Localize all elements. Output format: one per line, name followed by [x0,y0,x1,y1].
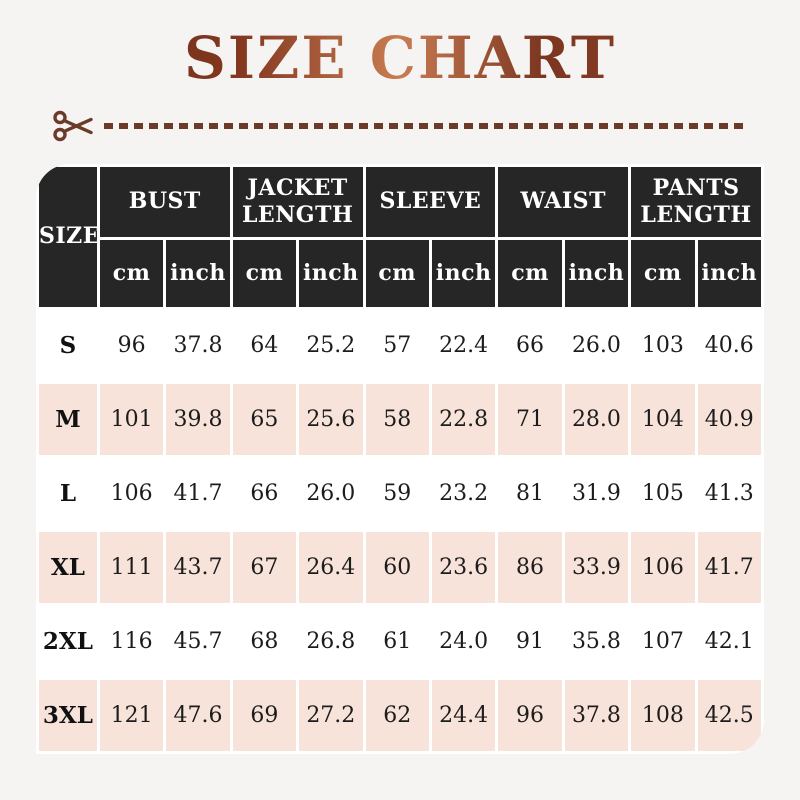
measurement-cell: 96 [495,677,565,754]
measurement-cell: 40.6 [694,307,764,384]
scissors-icon [52,108,98,144]
measurement-cell: 33.9 [561,529,632,606]
measurement-cell: 41.7 [694,529,764,606]
row-size-label: L [36,455,100,532]
bust-column-header: BUST [96,164,233,240]
measurement-cell: 58 [362,381,432,458]
measurement-cell: 59 [362,455,432,532]
measurement-cell: 101 [96,381,167,458]
measurement-cell: 39.8 [163,381,233,458]
unit-header-cm: cm [229,237,300,310]
waist-column-header: WAIST [495,164,632,240]
measurement-cell: 24.4 [428,677,499,754]
jacket-length-column-header: JACKET LENGTH [229,164,366,240]
measurement-cell: 106 [628,529,698,606]
measurement-cell: 105 [628,455,698,532]
measurement-cell: 40.9 [694,381,764,458]
unit-header-inch: inch [296,237,366,310]
measurement-cell: 37.8 [163,307,233,384]
header-units-row: cm inch cm inch cm inch cm inch cm inch [38,237,764,310]
size-table-grid: SIZE BUST JACKET LENGTH SLEEVE WAIST PAN… [36,164,764,754]
unit-header-inch: inch [428,237,499,310]
pants-length-column-header: PANTS LENGTH [628,164,764,240]
measurement-cell: 62 [362,677,432,754]
header-group-row: SIZE BUST JACKET LENGTH SLEEVE WAIST PAN… [36,164,764,310]
measurement-cell: 104 [628,381,698,458]
row-size-label: 3XL [36,677,100,754]
measurement-cell: 64 [229,307,300,384]
row-size-label: S [36,307,100,384]
row-size-label: 2XL [36,603,100,680]
measurement-cell: 86 [495,529,565,606]
measurement-cell: 108 [628,677,698,754]
measurement-cell: 57 [362,307,432,384]
unit-header-cm: cm [96,237,167,310]
unit-header-cm: cm [495,237,565,310]
measurement-cell: 121 [96,677,167,754]
measurement-cell: 41.3 [694,455,764,532]
measurement-cell: 26.0 [561,307,632,384]
measurement-cell: 111 [96,529,167,606]
unit-header-inch: inch [163,237,233,310]
table-row: S 96 37.8 64 25.2 57 22.4 66 26.0 103 40.6 [36,307,764,384]
measurement-cell: 26.8 [296,603,366,680]
unit-header-inch: inch [694,237,764,310]
table-header: SIZE BUST JACKET LENGTH SLEEVE WAIST PAN… [36,164,764,310]
measurement-cell: 106 [96,455,167,532]
measurement-cell: 26.4 [296,529,366,606]
measurement-cell: 68 [229,603,300,680]
measurement-cell: 47.6 [163,677,233,754]
measurement-cell: 42.1 [694,603,764,680]
measurement-cell: 71 [495,381,565,458]
measurement-cell: 81 [495,455,565,532]
measurement-cell: 45.7 [163,603,233,680]
measurement-cell: 24.0 [428,603,499,680]
size-column-header: SIZE [36,164,100,310]
measurement-cell: 65 [229,381,300,458]
measurement-cell: 25.2 [296,307,366,384]
table-row: XL 111 43.7 67 26.4 60 23.6 86 33.9 106 41.7 [36,529,764,606]
page-title: SIZE CHART [0,0,800,92]
measurement-cell: 96 [96,307,167,384]
measurement-cell: 43.7 [163,529,233,606]
table-row: L 106 41.7 66 26.0 59 23.2 81 31.9 105 41.3 [36,455,764,532]
row-size-label: XL [36,529,100,606]
table-row: M 101 39.8 65 25.6 58 22.8 71 28.0 104 40.9 [36,381,764,458]
unit-header-cm: cm [628,237,698,310]
measurement-cell: 27.2 [296,677,366,754]
measurement-cell: 37.8 [561,677,632,754]
size-table: SIZE BUST JACKET LENGTH SLEEVE WAIST PAN… [36,164,764,754]
measurement-cell: 66 [229,455,300,532]
measurement-cell: 31.9 [561,455,632,532]
measurement-cell: 42.5 [694,677,764,754]
measurement-cell: 26.0 [296,455,366,532]
measurement-cell: 28.0 [561,381,632,458]
measurement-cell: 67 [229,529,300,606]
dashed-cut-line [104,123,748,129]
cut-divider [52,106,748,146]
unit-header-inch: inch [561,237,632,310]
measurement-cell: 66 [495,307,565,384]
measurement-cell: 107 [628,603,698,680]
measurement-cell: 61 [362,603,432,680]
measurement-cell: 116 [96,603,167,680]
measurement-cell: 103 [628,307,698,384]
measurement-cell: 22.8 [428,381,499,458]
size-table-body: S 96 37.8 64 25.2 57 22.4 66 26.0 103 40.6 M 101 39.8… [36,307,764,754]
measurement-cell: 41.7 [163,455,233,532]
table-row: 2XL 116 45.7 68 26.8 61 24.0 91 35.8 107 42.1 [36,603,764,680]
table-row: 3XL 121 47.6 69 27.2 62 24.4 96 37.8 108 42.5 [36,677,764,754]
sleeve-column-header: SLEEVE [362,164,499,240]
measurement-cell: 25.6 [296,381,366,458]
measurement-cell: 23.2 [428,455,499,532]
row-size-label: M [36,381,100,458]
measurement-cell: 35.8 [561,603,632,680]
measurement-cell: 91 [495,603,565,680]
measurement-cell: 22.4 [428,307,499,384]
measurement-cell: 23.6 [428,529,499,606]
measurement-cell: 69 [229,677,300,754]
measurement-cell: 60 [362,529,432,606]
unit-header-cm: cm [362,237,432,310]
